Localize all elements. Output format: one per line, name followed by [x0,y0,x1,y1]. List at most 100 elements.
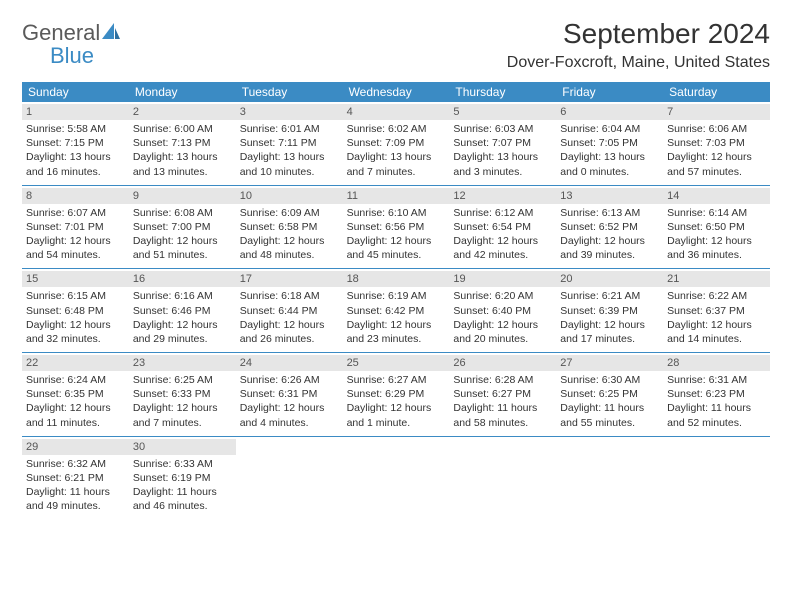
day-cell: 17Sunrise: 6:18 AMSunset: 6:44 PMDayligh… [236,269,343,352]
day-number: 30 [129,439,236,455]
calendar: SundayMondayTuesdayWednesdayThursdayFrid… [22,82,770,519]
day-number: 29 [22,439,129,455]
day-info: Sunrise: 6:28 AMSunset: 6:27 PMDaylight:… [453,373,552,430]
day-info: Sunrise: 6:12 AMSunset: 6:54 PMDaylight:… [453,206,552,263]
day-number: 18 [343,271,450,287]
day-cell: 21 Sunrise: 6:22 AMSunset: 6:37 PMDayligh… [663,269,770,352]
day-header-cell: Sunday [22,82,129,102]
day-header-row: SundayMondayTuesdayWednesdayThursdayFrid… [22,82,770,102]
day-cell: 4 Sunrise: 6:02 AMSunset: 7:09 PMDaylight… [343,102,450,185]
week-row: 8 Sunrise: 6:07 AMSunset: 7:01 PMDaylight… [22,185,770,269]
day-number: 9 [129,188,236,204]
day-number: 10 [236,188,343,204]
day-header-cell: Saturday [663,82,770,102]
day-number: 5 [449,104,556,120]
day-info: Sunrise: 6:30 AMSunset: 6:25 PMDaylight:… [560,373,659,430]
day-number: 1 [22,104,129,120]
day-number: 8 [22,188,129,204]
day-info: Sunrise: 6:01 AMSunset: 7:11 PMDaylight:… [240,122,339,179]
day-number: 19 [449,271,556,287]
day-info: Sunrise: 6:27 AMSunset: 6:29 PMDaylight:… [347,373,446,430]
day-number: 17 [236,271,343,287]
day-number: 25 [343,355,450,371]
day-header-cell: Friday [556,82,663,102]
day-info: Sunrise: 6:13 AMSunset: 6:52 PMDaylight:… [560,206,659,263]
day-cell: 24 Sunrise: 6:26 AMSunset: 6:31 PMDayligh… [236,353,343,436]
day-cell: 3Sunrise: 6:01 AMSunset: 7:11 PMDaylight… [236,102,343,185]
day-info: Sunrise: 6:25 AMSunset: 6:33 PMDaylight:… [133,373,232,430]
day-number: 7 [663,104,770,120]
day-cell: 26Sunrise: 6:28 AMSunset: 6:27 PMDayligh… [449,353,556,436]
day-number: 2 [129,104,236,120]
day-number: 4 [343,104,450,120]
week-row: 22Sunrise: 6:24 AMSunset: 6:35 PMDayligh… [22,352,770,436]
day-cell: 14 Sunrise: 6:14 AMSunset: 6:50 PMDayligh… [663,186,770,269]
day-cell: 30 Sunrise: 6:33 AMSunset: 6:19 PMDayligh… [129,437,236,520]
day-info: Sunrise: 6:02 AMSunset: 7:09 PMDaylight:… [347,122,446,179]
day-number: 15 [22,271,129,287]
day-cell [449,437,556,520]
day-cell: 2Sunrise: 6:00 AMSunset: 7:13 PMDaylight… [129,102,236,185]
day-info: Sunrise: 6:08 AMSunset: 7:00 PMDaylight:… [133,206,232,263]
day-info: Sunrise: 6:09 AMSunset: 6:58 PMDaylight:… [240,206,339,263]
day-number: 23 [129,355,236,371]
day-number: 24 [236,355,343,371]
day-cell: 23 Sunrise: 6:25 AMSunset: 6:33 PMDayligh… [129,353,236,436]
day-info: Sunrise: 6:33 AMSunset: 6:19 PMDaylight:… [133,457,232,514]
day-info: Sunrise: 6:24 AMSunset: 6:35 PMDaylight:… [26,373,125,430]
day-info: Sunrise: 6:15 AMSunset: 6:48 PMDaylight:… [26,289,125,346]
day-info: Sunrise: 6:14 AMSunset: 6:50 PMDaylight:… [667,206,766,263]
day-info: Sunrise: 6:10 AMSunset: 6:56 PMDaylight:… [347,206,446,263]
day-info: Sunrise: 6:07 AMSunset: 7:01 PMDaylight:… [26,206,125,263]
day-info: Sunrise: 6:16 AMSunset: 6:46 PMDaylight:… [133,289,232,346]
day-number: 6 [556,104,663,120]
day-number: 21 [663,271,770,287]
day-cell: 7Sunrise: 6:06 AMSunset: 7:03 PMDaylight… [663,102,770,185]
day-cell: 11 Sunrise: 6:10 AMSunset: 6:56 PMDayligh… [343,186,450,269]
day-cell: 12 Sunrise: 6:12 AMSunset: 6:54 PMDayligh… [449,186,556,269]
day-cell: 29 Sunrise: 6:32 AMSunset: 6:21 PMDayligh… [22,437,129,520]
logo: General Blue [22,18,121,68]
day-info: Sunrise: 6:32 AMSunset: 6:21 PMDaylight:… [26,457,125,514]
day-cell: 8 Sunrise: 6:07 AMSunset: 7:01 PMDaylight… [22,186,129,269]
day-cell: 28 Sunrise: 6:31 AMSunset: 6:23 PMDayligh… [663,353,770,436]
day-header-cell: Monday [129,82,236,102]
week-row: 29 Sunrise: 6:32 AMSunset: 6:21 PMDayligh… [22,436,770,520]
day-number: 20 [556,271,663,287]
day-info: Sunrise: 6:26 AMSunset: 6:31 PMDaylight:… [240,373,339,430]
day-number: 14 [663,188,770,204]
day-cell [663,437,770,520]
day-info: Sunrise: 6:04 AMSunset: 7:05 PMDaylight:… [560,122,659,179]
day-info: Sunrise: 6:20 AMSunset: 6:40 PMDaylight:… [453,289,552,346]
day-cell [343,437,450,520]
day-number: 16 [129,271,236,287]
logo-text: General Blue [22,22,121,68]
day-number: 27 [556,355,663,371]
title-block: September 2024 Dover-Foxcroft, Maine, Un… [507,18,770,72]
day-cell: 6 Sunrise: 6:04 AMSunset: 7:05 PMDaylight… [556,102,663,185]
day-info: Sunrise: 6:03 AMSunset: 7:07 PMDaylight:… [453,122,552,179]
logo-word-1: General [22,20,100,45]
day-cell: 5 Sunrise: 6:03 AMSunset: 7:07 PMDaylight… [449,102,556,185]
day-number: 12 [449,188,556,204]
day-info: Sunrise: 6:22 AMSunset: 6:37 PMDaylight:… [667,289,766,346]
day-info: Sunrise: 6:19 AMSunset: 6:42 PMDaylight:… [347,289,446,346]
day-cell: 27 Sunrise: 6:30 AMSunset: 6:25 PMDayligh… [556,353,663,436]
week-row: 15 Sunrise: 6:15 AMSunset: 6:48 PMDayligh… [22,268,770,352]
day-cell [236,437,343,520]
month-title: September 2024 [507,18,770,50]
day-number: 28 [663,355,770,371]
logo-word-2: Blue [22,43,94,68]
day-info: Sunrise: 5:58 AMSunset: 7:15 PMDaylight:… [26,122,125,179]
day-number: 11 [343,188,450,204]
week-row: 1 Sunrise: 5:58 AMSunset: 7:15 PMDaylight… [22,102,770,185]
logo-sail-icon [101,22,121,45]
day-cell: 9 Sunrise: 6:08 AMSunset: 7:00 PMDaylight… [129,186,236,269]
day-header-cell: Wednesday [343,82,450,102]
day-info: Sunrise: 6:21 AMSunset: 6:39 PMDaylight:… [560,289,659,346]
header: General Blue September 2024 Dover-Foxcro… [22,18,770,72]
day-info: Sunrise: 6:31 AMSunset: 6:23 PMDaylight:… [667,373,766,430]
day-cell: 25 Sunrise: 6:27 AMSunset: 6:29 PMDayligh… [343,353,450,436]
day-cell: 15 Sunrise: 6:15 AMSunset: 6:48 PMDayligh… [22,269,129,352]
day-cell: 13Sunrise: 6:13 AMSunset: 6:52 PMDayligh… [556,186,663,269]
